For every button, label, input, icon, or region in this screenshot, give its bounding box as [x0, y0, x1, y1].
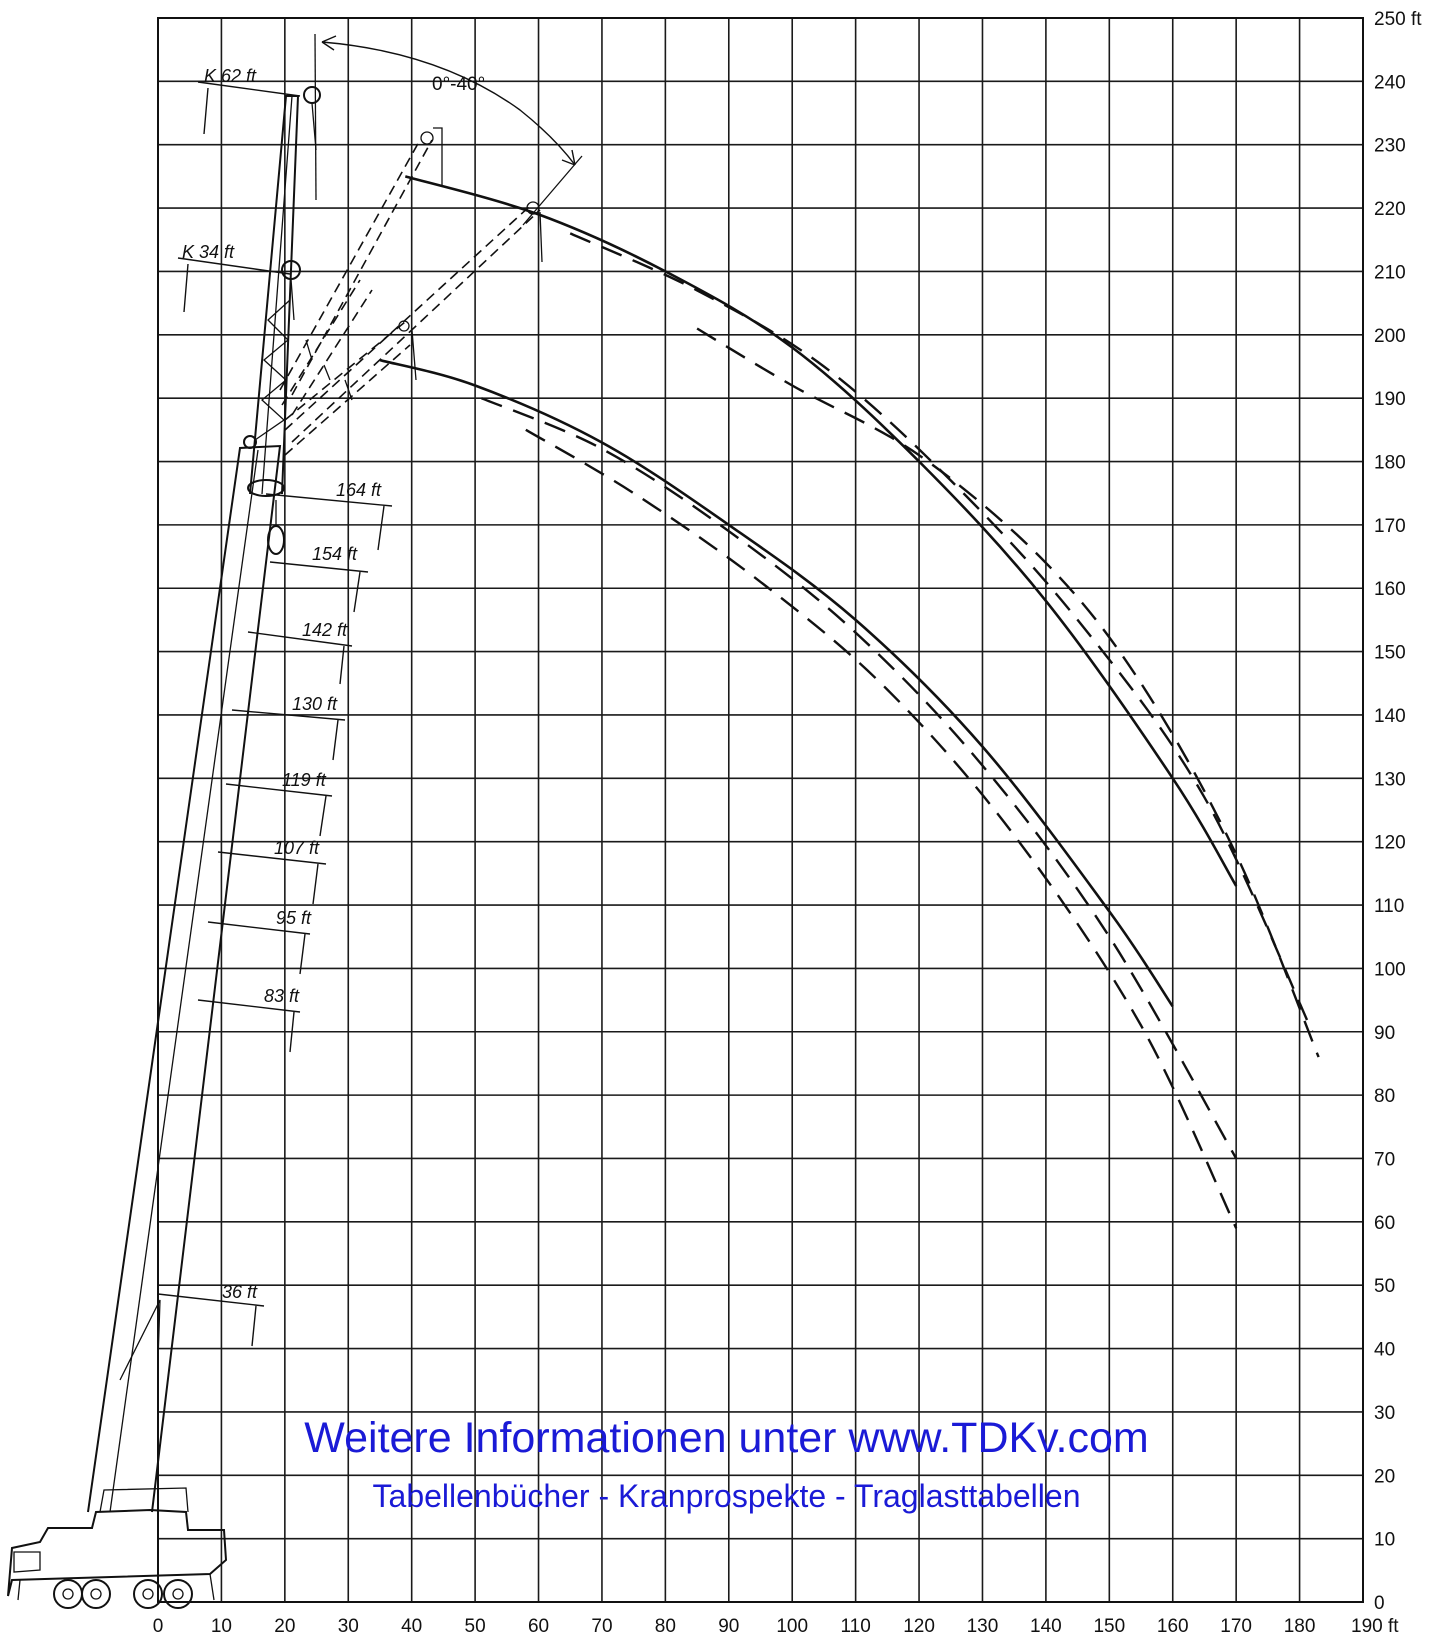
y-tick-label-22: 220	[1374, 199, 1406, 220]
x-tick-label-4: 40	[401, 1616, 422, 1637]
y-tick-label-4: 40	[1374, 1340, 1395, 1361]
x-tick-label-10: 100	[776, 1616, 808, 1637]
y-tick-label-24: 240	[1374, 72, 1406, 93]
y-tick-label-10: 100	[1374, 959, 1406, 980]
x-tick-label-1: 10	[211, 1616, 232, 1637]
y-tick-label-9: 90	[1374, 1023, 1395, 1044]
x-tick-label-9: 90	[718, 1616, 739, 1637]
x-tick-label-16: 160	[1157, 1616, 1189, 1637]
x-tick-label-3: 30	[338, 1616, 359, 1637]
boom-label-142: 142 ft	[302, 620, 348, 640]
y-tick-label-20: 200	[1374, 326, 1406, 347]
y-tick-label-17: 170	[1374, 516, 1406, 537]
boom-label-107: 107 ft	[274, 838, 320, 858]
boom-label-164: 164 ft	[336, 480, 382, 500]
x-tick-label-18: 180	[1284, 1616, 1316, 1637]
y-tick-label-12: 120	[1374, 833, 1406, 854]
x-tick-label-7: 70	[591, 1616, 612, 1637]
working-range-curves	[379, 175, 1320, 1229]
range-curve-2	[696, 327, 1320, 1058]
x-tick-label-12: 120	[903, 1616, 935, 1637]
y-tick-label-0: 0	[1374, 1593, 1385, 1614]
x-tick-label-0: 0	[153, 1616, 164, 1637]
boom-label-83: 83 ft	[264, 986, 300, 1006]
x-tick-label-2: 20	[274, 1616, 295, 1637]
y-tick-label-6: 60	[1374, 1213, 1395, 1234]
boom-label-k34: K 34 ft	[182, 242, 235, 262]
range-curve-4	[480, 397, 1238, 1160]
y-tick-label-11: 110	[1374, 896, 1404, 917]
crane-illustration	[7, 33, 583, 1609]
y-tick-label-13: 130	[1374, 769, 1406, 790]
x-tick-label-11: 110	[840, 1616, 870, 1637]
y-tick-label-19: 190	[1374, 389, 1406, 410]
y-tick-label-15: 150	[1374, 643, 1406, 664]
y-tick-label-25: 250 ft	[1374, 9, 1422, 30]
boom-label-k62: K 62 ft	[204, 66, 257, 86]
range-curve-5	[525, 428, 1238, 1229]
x-tick-label-15: 150	[1093, 1616, 1125, 1637]
y-tick-label-18: 180	[1374, 453, 1406, 474]
x-tick-label-13: 130	[967, 1616, 999, 1637]
x-tick-label-8: 80	[655, 1616, 676, 1637]
y-tick-label-16: 160	[1374, 579, 1406, 600]
boom-label-95: 95 ft	[276, 908, 312, 928]
jib-angle-indicator	[314, 33, 583, 226]
grid	[157, 17, 1364, 1603]
boom-label-130: 130 ft	[292, 694, 338, 714]
x-tick-label-6: 60	[528, 1616, 549, 1637]
crane-carrier-truck	[7, 1487, 228, 1609]
range-curve-3	[379, 358, 1174, 1008]
luffing-jib-positions	[279, 127, 543, 456]
y-tick-label-2: 20	[1374, 1466, 1395, 1487]
x-axis-ticks: 0 10 20 30 40 50 60 70 80 90 100 110 120 130 140 150 160…	[153, 1616, 1400, 1637]
x-tick-label-19: 190 ft	[1351, 1616, 1399, 1637]
watermark-line-1: Weitere Informationen unter www.TDKv.com	[304, 1414, 1149, 1462]
x-tick-label-14: 140	[1030, 1616, 1062, 1637]
boom-label-154: 154 ft	[312, 544, 358, 564]
y-tick-label-8: 80	[1374, 1086, 1395, 1107]
boom-label-119: 119 ft	[282, 770, 327, 790]
boom-length-labels: K 62 ft K 34 ft 164 ft 154 ft 142 ft 130…	[182, 66, 485, 1302]
boom-label-36: 36 ft	[222, 1282, 258, 1302]
y-tick-label-7: 70	[1374, 1149, 1395, 1170]
range-curve-1	[569, 232, 1314, 1033]
x-tick-label-17: 170	[1220, 1616, 1252, 1637]
y-tick-label-14: 140	[1374, 706, 1406, 727]
range-curve-0	[404, 175, 1238, 887]
plot-frame	[157, 17, 1364, 1603]
y-tick-label-5: 50	[1374, 1276, 1395, 1297]
y-axis-ticks: 0 10 20 30 40 50 60 70 80 90 100 110 120 130 140 150 160…	[1374, 9, 1422, 1614]
boom-length-leaders	[157, 81, 393, 1347]
y-tick-label-1: 10	[1374, 1530, 1395, 1551]
y-tick-label-23: 230	[1374, 136, 1406, 157]
watermark-line-2: Tabellenbücher - Kranprospekte - Traglas…	[372, 1478, 1081, 1514]
x-tick-label-5: 50	[465, 1616, 486, 1637]
angle-label: 0°-40°	[432, 74, 485, 95]
y-tick-label-21: 210	[1374, 262, 1406, 283]
y-tick-label-3: 30	[1374, 1403, 1395, 1424]
